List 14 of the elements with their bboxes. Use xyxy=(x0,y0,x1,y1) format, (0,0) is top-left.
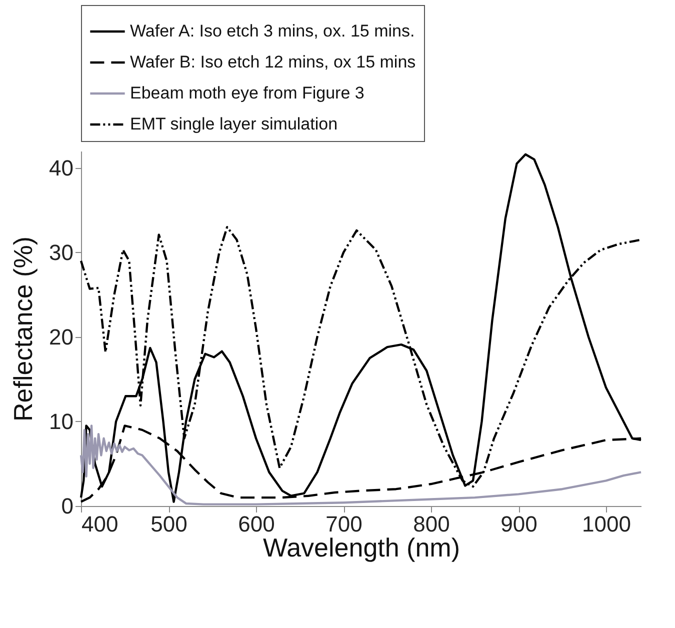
x-tick-label: 900 xyxy=(500,512,538,536)
y-tick-label: 20 xyxy=(49,324,74,350)
legend-label: EMT single layer simulation xyxy=(130,114,338,134)
y-tick-label: 40 xyxy=(49,155,74,180)
x-tick-label: 400 xyxy=(82,512,118,536)
y-axis-title: Reflectance (%) xyxy=(8,236,38,422)
y-tick-label: 10 xyxy=(49,408,74,434)
legend-label: Ebeam moth eye from Figure 3 xyxy=(130,84,364,102)
legend-label: Wafer B: Iso etch 12 mins, ox 15 mins xyxy=(130,52,416,72)
legend-label: Wafer A: Iso etch 3 mins, ox. 15 mins. xyxy=(130,22,415,40)
y-tick-label: 30 xyxy=(49,240,74,265)
x-tick-label: 1000 xyxy=(582,512,631,536)
y-tick-label: 0 xyxy=(61,494,74,518)
x-tick-label: 500 xyxy=(150,512,188,536)
